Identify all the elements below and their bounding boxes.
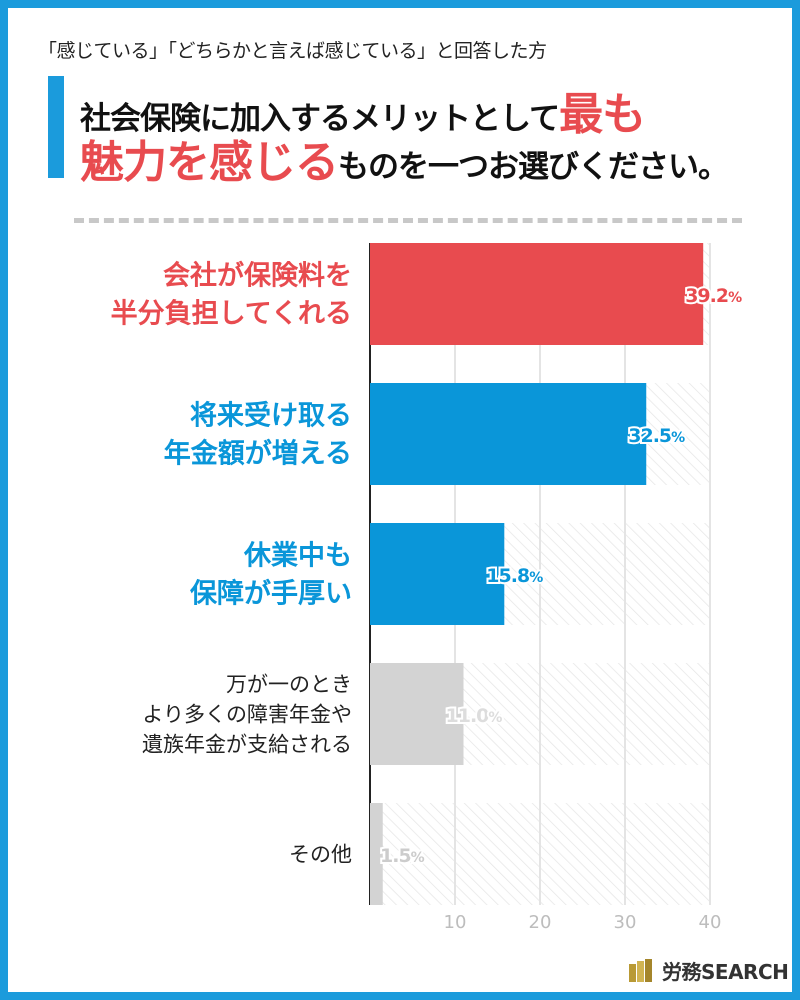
title-accent-bar <box>48 76 64 178</box>
bar-4 <box>370 803 383 905</box>
bar-2 <box>370 523 505 625</box>
title-line-2-text: ものを一つお選びください。 <box>338 149 729 185</box>
value-label-1: 32.5% <box>628 425 685 447</box>
title-line-1: 社会保険に加入するメリットとして最も <box>80 78 646 142</box>
x-tick-label-20: 20 <box>529 912 552 933</box>
category-label-2-line-1: 保障が手厚い <box>189 578 352 610</box>
category-label-3-line-2: 遺族年金が支給される <box>142 733 352 757</box>
category-label-0-line-1: 半分負担してくれる <box>111 299 352 330</box>
value-label-2: 15.8% <box>486 565 543 587</box>
value-label-0: 39.2% <box>685 285 742 307</box>
dashed-divider <box>74 218 742 223</box>
category-label-0-line-0: 会社が保険料を <box>163 260 352 292</box>
logo: 労務SEARCH <box>628 956 789 985</box>
title-line-2-accent: 魅力を感じる <box>80 137 339 188</box>
book-stack-icon <box>629 958 652 982</box>
x-tick-label-30: 30 <box>614 912 637 933</box>
category-label-1-line-1: 年金額が増える <box>164 438 352 470</box>
category-label-3-line-0: 万が一のとき <box>226 673 352 697</box>
bar-0 <box>370 243 704 345</box>
title-line-1-text: 社会保険に加入するメリットとして <box>80 101 560 137</box>
title-line-2: 魅力を感じるものを一つお選びください。 <box>80 126 729 190</box>
x-tick-label-40: 40 <box>699 912 722 933</box>
category-label-2-line-0: 休業中も <box>243 541 352 572</box>
bar-1 <box>370 383 647 485</box>
category-label-1-line-0: 将来受け取る <box>190 400 352 432</box>
logo-text: 労務SEARCH <box>662 960 789 984</box>
x-tick-label-10: 10 <box>444 912 467 933</box>
bar-3 <box>370 663 464 765</box>
category-label-3-line-1: より多くの障害年金や <box>142 703 352 727</box>
category-label-4-line-0: その他 <box>289 843 352 867</box>
value-label-3: 11.0% <box>446 705 503 727</box>
value-label-4: 1.5% <box>380 845 425 867</box>
title-line-1-accent: 最も <box>559 89 646 140</box>
subtitle: 「感じている」「どちらかと言えば感じている」と回答した方 <box>38 40 547 62</box>
